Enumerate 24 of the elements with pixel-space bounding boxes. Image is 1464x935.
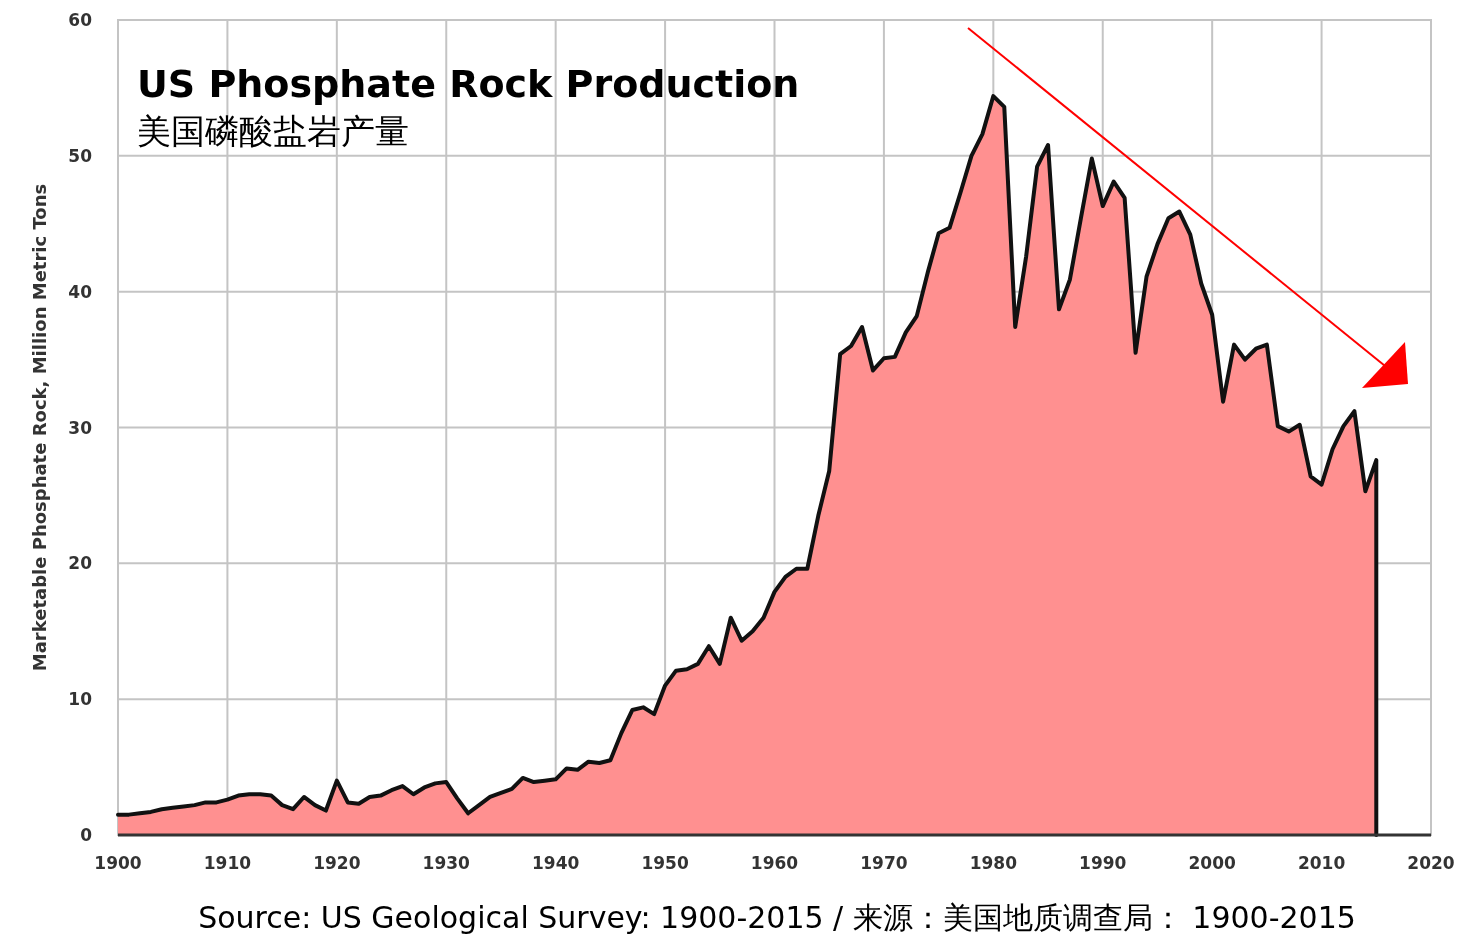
text: US Phosphate Rock Production — [137, 62, 800, 106]
y-tick-label: 30 — [68, 417, 93, 438]
x-tick-label: 1960 — [750, 853, 799, 873]
x-tick-label: 1970 — [860, 853, 908, 873]
x-tick-label: 1930 — [422, 853, 471, 873]
x-tick-label: 1920 — [313, 853, 361, 873]
y-tick-label: 40 — [68, 281, 93, 302]
source-note: Source: US Geological Survey: 1900-2015 / 来源：美国地质调查局： 1900-2015 — [198, 900, 1356, 935]
y-tick-label: 10 — [68, 689, 93, 710]
y-tick-label: 20 — [68, 553, 93, 574]
y-tick-label: 0 — [80, 825, 93, 845]
x-tick-label: 1980 — [969, 853, 1018, 873]
y-tick-label: 50 — [68, 145, 93, 166]
x-tick-label: 1900 — [94, 853, 142, 873]
x-tick-label: 2000 — [1188, 853, 1236, 873]
x-tick-label: 1940 — [532, 853, 580, 873]
x-tick-label: 1910 — [203, 853, 252, 873]
y-tick-label: 60 — [68, 10, 93, 30]
x-tick-label: 1990 — [1079, 853, 1127, 873]
y-axis-title: Marketable Phosphate Rock, Million Metric Tons — [29, 183, 50, 672]
text: 美国磷酸盐岩产量 — [137, 111, 409, 151]
x-tick-label: 2010 — [1297, 853, 1346, 873]
x-tick-label: 2020 — [1407, 853, 1455, 873]
x-tick-label: 1950 — [641, 853, 689, 873]
